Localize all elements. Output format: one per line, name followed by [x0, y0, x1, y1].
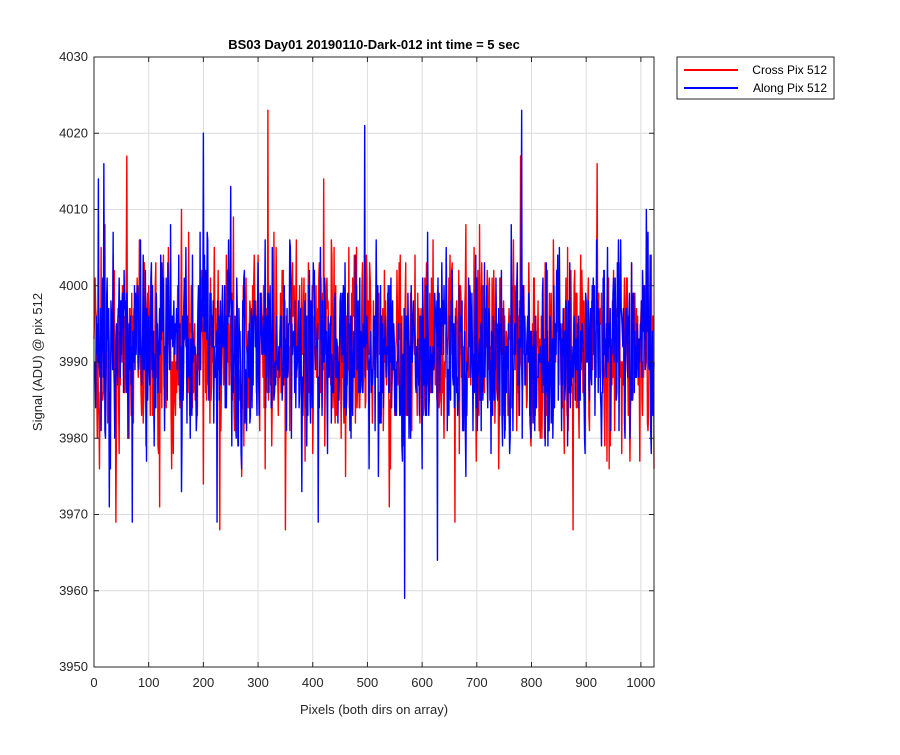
y-tick-label: 3980	[59, 430, 88, 445]
y-axis-label: Signal (ADU) @ pix 512	[30, 293, 45, 431]
legend-label-cross: Cross Pix 512	[752, 63, 827, 77]
series-layer	[93, 109, 655, 600]
x-tick-label: 0	[90, 675, 97, 690]
y-tick-label: 4030	[59, 49, 88, 64]
legend-box	[676, 56, 835, 100]
x-tick-label: 200	[193, 675, 215, 690]
x-tick-label: 600	[411, 675, 433, 690]
y-tick-label: 3950	[59, 659, 88, 674]
x-tick-label: 700	[466, 675, 488, 690]
y-tick-label: 3970	[59, 507, 88, 522]
y-tick-label: 4000	[59, 278, 88, 293]
series-line-along-pix-512	[93, 109, 655, 600]
x-tick-label: 100	[138, 675, 160, 690]
x-tick-label: 500	[357, 675, 379, 690]
legend: Cross Pix 512 Along Pix 512	[676, 56, 835, 100]
chart-title: BS03 Day01 20190110-Dark-012 int time = …	[228, 37, 520, 52]
x-tick-label: 400	[302, 675, 324, 690]
legend-label-along: Along Pix 512	[753, 81, 827, 95]
y-tick-label: 3990	[59, 354, 88, 369]
x-tick-label: 800	[521, 675, 543, 690]
x-tick-label: 300	[247, 675, 269, 690]
x-tick-label: 900	[575, 675, 597, 690]
x-tick-label: 1000	[626, 675, 655, 690]
axis-ticks: 0 100 200 300 400 500 600 700 800 900 1000 3950 3960…	[59, 49, 655, 690]
y-tick-label: 4010	[59, 202, 88, 217]
x-axis-label: Pixels (both dirs on array)	[300, 702, 448, 717]
y-tick-label: 4020	[59, 125, 88, 140]
y-tick-label: 3960	[59, 583, 88, 598]
